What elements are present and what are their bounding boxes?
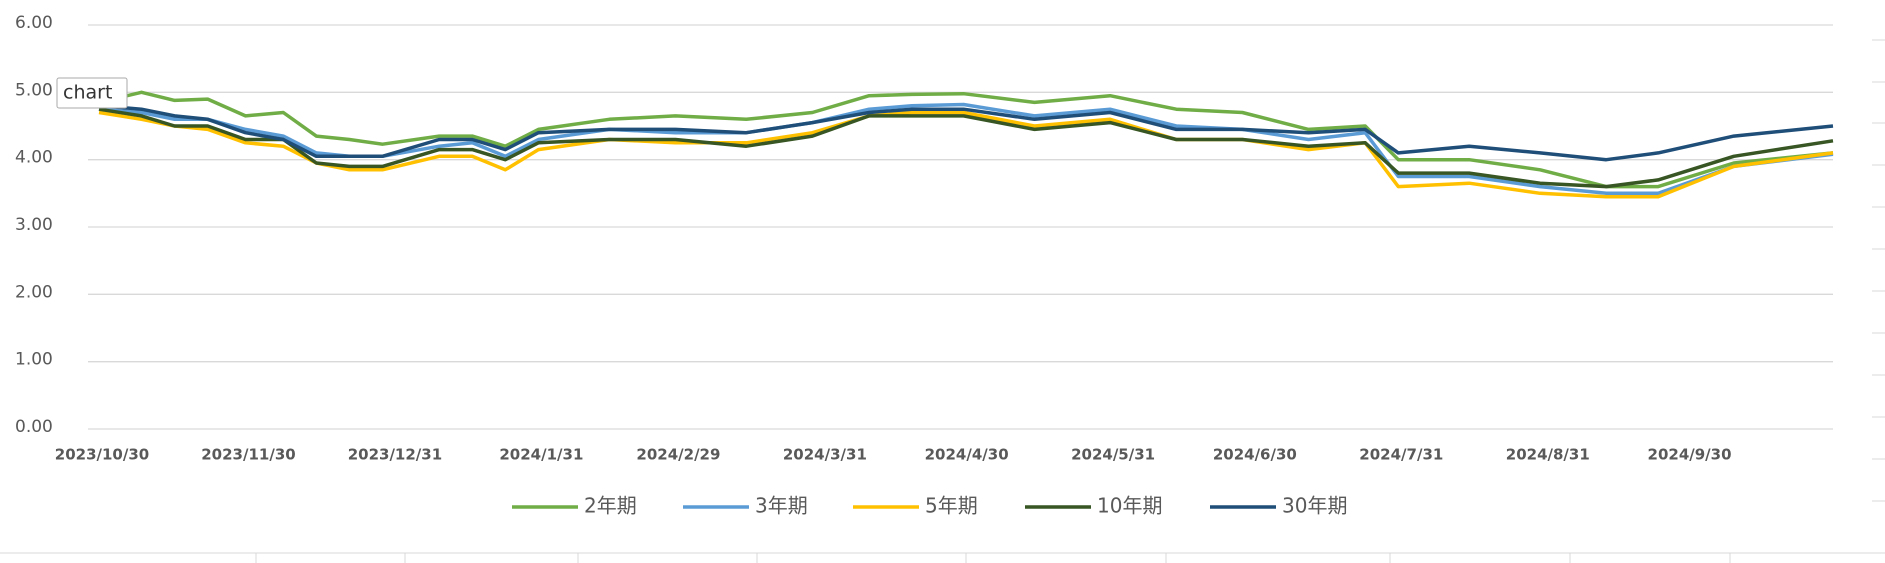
y-tick-label: 4.00 [15, 148, 53, 168]
x-tick-label: 2024/5/31 [1071, 446, 1155, 464]
x-tick-label: 2024/1/31 [499, 446, 583, 464]
tooltip-box [56, 77, 128, 109]
legend-label: 5年期 [925, 494, 978, 518]
x-tick-label: 2023/10/30 [55, 446, 149, 464]
x-tick-label: 2024/3/31 [783, 446, 867, 464]
decor-ticks [255, 39, 1885, 563]
legend-item: 3年期 [683, 494, 808, 518]
x-tick-label: 2024/9/30 [1648, 446, 1732, 464]
x-tick-label: 2024/7/31 [1359, 446, 1443, 464]
legend-item: 5年期 [853, 494, 978, 518]
legend-item: 2年期 [512, 494, 637, 518]
series-line [98, 107, 1834, 189]
series-line [98, 110, 1834, 199]
series-line [98, 90, 1834, 189]
y-tick-label: 3.00 [15, 215, 53, 235]
tooltip-text: chart [63, 82, 112, 104]
legend-label: 30年期 [1282, 494, 1347, 518]
x-tick-label: 2024/2/29 [636, 446, 720, 464]
legend-item: 30年期 [1210, 494, 1347, 518]
y-tick-label: 5.00 [15, 80, 53, 100]
y-tick-label: 2.00 [15, 282, 53, 302]
series-line [98, 104, 1834, 162]
legend-label: 2年期 [584, 494, 637, 518]
x-tick-label: 2023/11/30 [201, 446, 295, 464]
tooltip: chart [56, 77, 128, 109]
x-tick-label: 2024/4/30 [925, 446, 1009, 464]
legend-label: 10年期 [1097, 494, 1162, 518]
x-tick-label: 2024/6/30 [1213, 446, 1297, 464]
legend-label: 3年期 [755, 494, 808, 518]
legend-item: 10年期 [1025, 494, 1162, 518]
y-tick-label: 6.00 [15, 13, 53, 33]
y-tick-label: 0.00 [15, 417, 53, 437]
x-tick-label: 2023/12/31 [348, 446, 442, 464]
x-tick-label: 2024/8/31 [1506, 446, 1590, 464]
y-tick-label: 1.00 [15, 350, 53, 370]
